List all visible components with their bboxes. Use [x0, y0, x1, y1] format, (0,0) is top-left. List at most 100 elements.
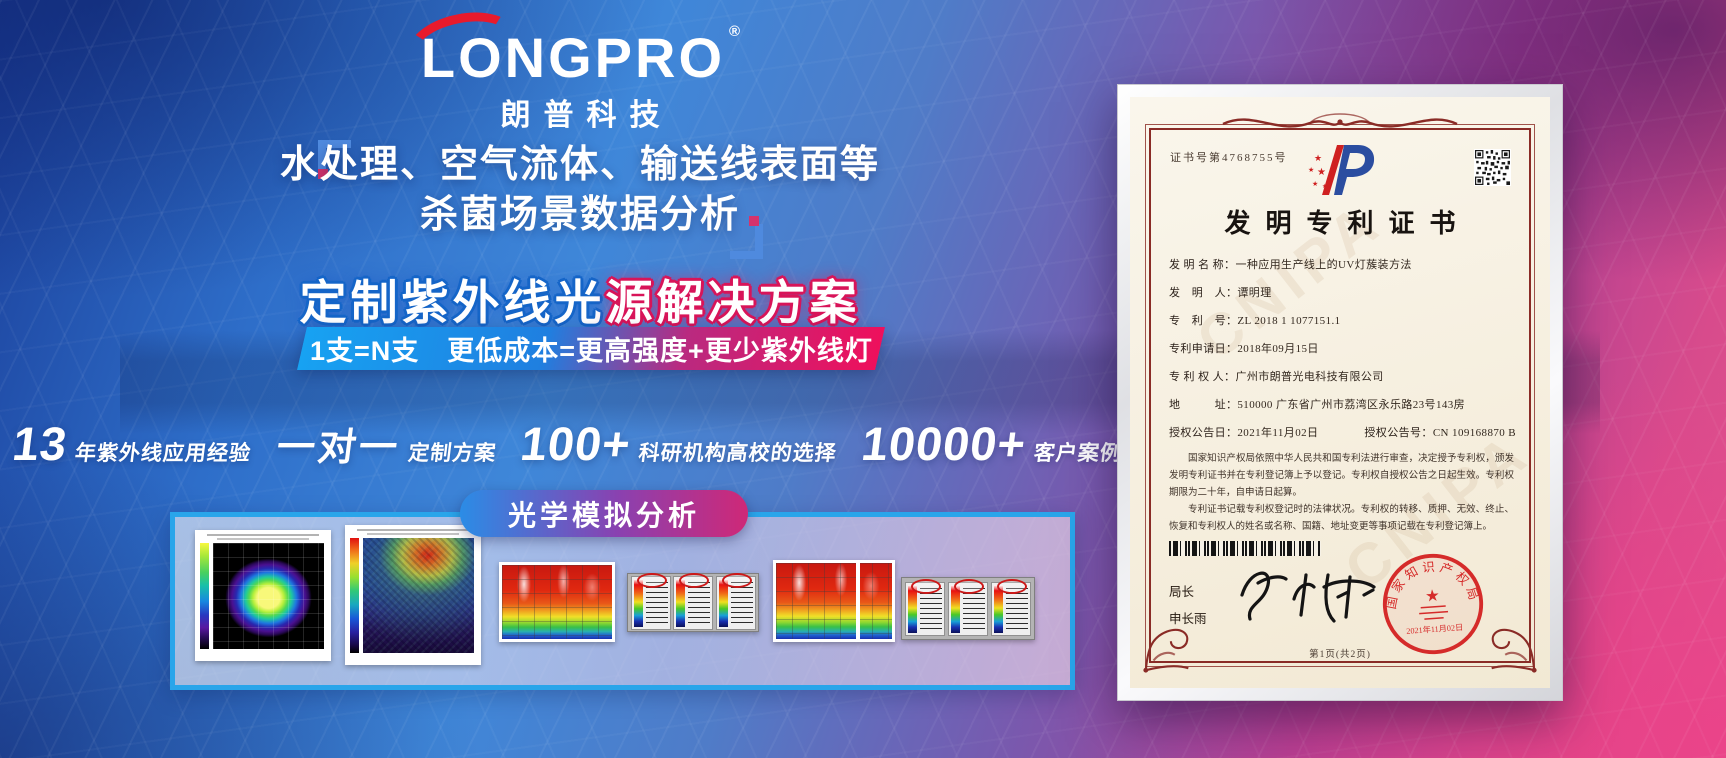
svg-text:★: ★: [1322, 183, 1327, 190]
colorbar-icon: [676, 578, 685, 627]
field-invention-name: 发 明 名 称：一种应用生产线上的UV灯蔟装方法: [1169, 259, 1412, 271]
stat-one-on-one: 一对一 定制方案: [274, 427, 499, 469]
colorbar-legend-panel: [627, 572, 759, 632]
figure-caption-line: [217, 538, 309, 540]
field-address: 地 址：510000 广东省广州市荔湾区永乐路23号143房: [1169, 399, 1466, 411]
highlight-ellipse-icon: [954, 578, 984, 594]
figure-caption-line: [367, 533, 459, 535]
qr-code-icon: [1474, 149, 1511, 186]
colorbar-legend: [673, 572, 713, 630]
colorbar-icon: [994, 584, 1003, 633]
headline: 水处理、空气流体、输送线表面等 杀菌场景数据分析: [0, 140, 1160, 240]
official-red-seal-icon: 国家知识产权局 ★ 2021年11月02日: [1381, 553, 1484, 655]
colorbar-icon: [718, 578, 728, 627]
certificate-legal-text: 国家知识产权局依照中华人民共和国专利法进行审查，决定授予专利权，颁发发明专利证书…: [1169, 451, 1514, 536]
corner-flourish-icon: [1143, 628, 1189, 673]
director-title: 局长: [1169, 585, 1195, 599]
colorbar-legend: [905, 578, 945, 636]
cnipa-emblem-icon: ★ ★ ★ ★ ★: [1308, 145, 1375, 195]
stat-institutions: 100+ 科研机构高校的选择: [517, 417, 841, 470]
field-patent-number: 专 利 号：ZL 2018 1 1077151.1: [1169, 315, 1341, 327]
stat-label: 定制方案: [406, 442, 498, 465]
colorbar-legend: [948, 578, 988, 636]
colorbar-legend-panel-2: [901, 577, 1035, 640]
headline-line1: 水处理、空气流体、输送线表面等: [279, 144, 880, 186]
benefit-ribbon-text: 1支=N支 更低成本=更高强度+更少紫外线灯: [309, 336, 873, 366]
seal-date: 2021年11月02日: [1406, 622, 1464, 636]
corner-flourish-icon: [1491, 628, 1537, 673]
field-patentee: 专 利 权 人：广州市朗普光电科技有限公司: [1169, 371, 1384, 383]
colorbar-legend: [991, 578, 1031, 636]
colorbar-icon: [350, 538, 359, 653]
svg-text:★: ★: [1317, 167, 1326, 178]
certificate-fields: 发 明 名 称：一种应用生产线上的UV灯蔟装方法 发 明 人：谭明理 专 利 号…: [1169, 257, 1516, 453]
svg-text:★: ★: [1308, 166, 1314, 174]
noisy-irradiance-heatmap: [345, 525, 481, 665]
director-block: 局长 申长雨: [1169, 579, 1207, 633]
headline-line2: 杀菌场景数据分析: [419, 194, 740, 237]
top-flourish-ornament-icon: [1222, 113, 1458, 128]
field-application-date: 专利申请日：2018年09月15日: [1169, 343, 1319, 355]
svg-text:★: ★: [1314, 153, 1322, 163]
figure-caption-line: [207, 534, 319, 536]
simulation-badge: 光学模拟分析: [460, 490, 748, 537]
highlight-ellipse-icon: [997, 578, 1027, 594]
legend-values: [645, 581, 668, 627]
stat-value: 一对一: [274, 427, 403, 469]
seal-emblem-icon: [1419, 605, 1449, 620]
highlight-ellipse-icon: [721, 572, 752, 588]
stats-row: 13 年紫外线应用经验 一对一 定制方案 100+ 科研机构高校的选择 1000…: [0, 417, 1180, 470]
legend-values: [1006, 587, 1028, 633]
patent-certificate-frame: CNIPA CNIPA 证书号第4768755号 ★ ★ ★ ★ ★: [1117, 84, 1563, 701]
seal-star-icon: ★: [1424, 586, 1440, 606]
logo-text: LONGPRO: [420, 26, 726, 89]
corner-bracket-top-left-icon: [318, 140, 351, 179]
legend-values: [730, 581, 753, 627]
heatmap-plot: [213, 543, 324, 649]
heatmap-plot: [776, 563, 892, 639]
stat-label: 科研机构高校的选择: [636, 442, 838, 465]
highlight-ellipse-icon: [911, 578, 941, 594]
solution-title-blue-part: 定制紫外线光: [299, 276, 606, 329]
stat-label: 年紫外线应用经验: [73, 442, 253, 465]
stat-value: 13: [10, 417, 71, 470]
heatmap-plot: [363, 538, 474, 653]
solution-title-pink-part: 源解决方案: [605, 276, 861, 329]
legal-paragraph-2: 专利证书记载专利权登记时的法律状况。专利权的转移、质押、无效、终止、恢复和专利权…: [1169, 505, 1514, 533]
svg-text:★: ★: [1312, 180, 1318, 188]
registered-trademark-icon: ®: [729, 23, 744, 40]
colorbar-legend: [630, 572, 671, 630]
brand-logo: LONGPRO ® 朗普科技: [0, 3, 1160, 134]
stat-value: 100+: [517, 417, 634, 470]
director-name: 申长雨: [1169, 612, 1207, 626]
simulation-panel: [170, 512, 1075, 690]
colorbar-icon: [200, 543, 209, 649]
figure-caption-line: [357, 529, 469, 531]
colorbar-icon: [908, 584, 917, 633]
legend-values: [963, 587, 985, 633]
solution-title: 定制紫外线光源解决方案: [0, 264, 1160, 333]
legend-values: [920, 587, 942, 633]
corner-bracket-bottom-right-icon: [730, 216, 763, 259]
circular-irradiance-heatmap: [195, 530, 331, 661]
logo-wordmark: LONGPRO ®: [401, 3, 740, 86]
certificate-number: 证书号第4768755号: [1170, 152, 1288, 164]
legal-paragraph-1: 国家知识产权局依照中华人民共和国专利法进行审查，决定授予专利权，颁发发明专利证书…: [1169, 454, 1514, 499]
colorbar-icon: [951, 584, 960, 633]
highlight-ellipse-icon: [679, 572, 709, 588]
split-surface-heatmap: [773, 560, 895, 642]
highlight-ellipse-icon: [636, 572, 667, 588]
patent-certificate: CNIPA CNIPA 证书号第4768755号 ★ ★ ★ ★ ★: [1130, 97, 1550, 688]
director-signature-icon: [1240, 571, 1376, 623]
stat-experience: 13 年紫外线应用经验: [10, 417, 255, 470]
colorbar-icon: [633, 578, 643, 627]
logo-subtext: 朗普科技: [500, 99, 673, 132]
legend-values: [688, 581, 710, 627]
certificate-title: 发明专利证书: [1224, 209, 1471, 238]
barcode-icon: [1169, 541, 1321, 556]
heatmap-plot: [502, 565, 612, 639]
page-footer: 第1页(共2页): [1309, 650, 1371, 660]
field-inventor: 发 明 人：谭明理: [1169, 287, 1272, 299]
benefit-ribbon: 1支=N支 更低成本=更高强度+更少紫外线灯: [297, 327, 885, 370]
